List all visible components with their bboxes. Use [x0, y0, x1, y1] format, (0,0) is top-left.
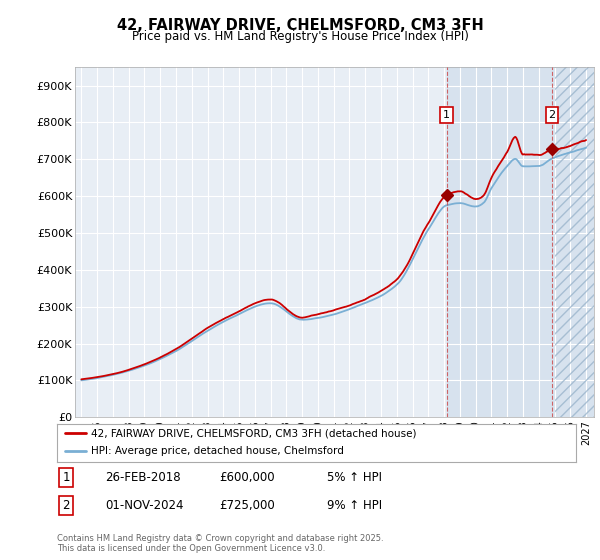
Text: 5% ↑ HPI: 5% ↑ HPI [327, 470, 382, 484]
Text: 1: 1 [443, 110, 450, 120]
Text: Price paid vs. HM Land Registry's House Price Index (HPI): Price paid vs. HM Land Registry's House … [131, 30, 469, 44]
Text: 2: 2 [62, 498, 70, 512]
Text: 42, FAIRWAY DRIVE, CHELMSFORD, CM3 3FH: 42, FAIRWAY DRIVE, CHELMSFORD, CM3 3FH [116, 18, 484, 32]
Text: 01-NOV-2024: 01-NOV-2024 [105, 498, 184, 512]
Text: HPI: Average price, detached house, Chelmsford: HPI: Average price, detached house, Chel… [91, 446, 344, 456]
Text: Contains HM Land Registry data © Crown copyright and database right 2025.
This d: Contains HM Land Registry data © Crown c… [57, 534, 383, 553]
Text: 9% ↑ HPI: 9% ↑ HPI [327, 498, 382, 512]
Text: 26-FEB-2018: 26-FEB-2018 [105, 470, 181, 484]
Text: 42, FAIRWAY DRIVE, CHELMSFORD, CM3 3FH (detached house): 42, FAIRWAY DRIVE, CHELMSFORD, CM3 3FH (… [91, 428, 416, 438]
Text: 1: 1 [62, 470, 70, 484]
Text: 2: 2 [548, 110, 556, 120]
Text: £725,000: £725,000 [219, 498, 275, 512]
Bar [554, 67, 599, 417]
Text: £600,000: £600,000 [219, 470, 275, 484]
Bar [446, 67, 599, 417]
